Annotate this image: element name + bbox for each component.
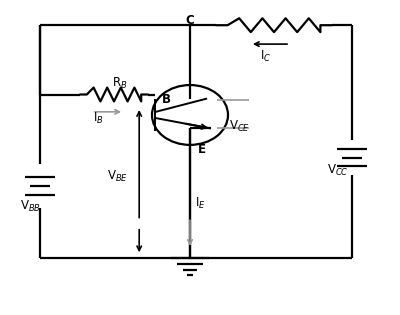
Text: V$_{BE}$: V$_{BE}$ <box>108 169 128 184</box>
Text: C: C <box>186 14 194 27</box>
Text: B: B <box>162 93 170 106</box>
Text: V$_{BB}$: V$_{BB}$ <box>20 199 40 214</box>
Text: E: E <box>198 143 206 156</box>
Text: V$_{CC}$: V$_{CC}$ <box>327 163 349 178</box>
Text: R$_B$: R$_B$ <box>112 76 128 91</box>
Text: I$_C$: I$_C$ <box>260 49 272 64</box>
Text: I$_E$: I$_E$ <box>195 196 205 211</box>
Text: V$_{CE}$: V$_{CE}$ <box>230 118 250 134</box>
Text: I$_B$: I$_B$ <box>93 111 103 126</box>
